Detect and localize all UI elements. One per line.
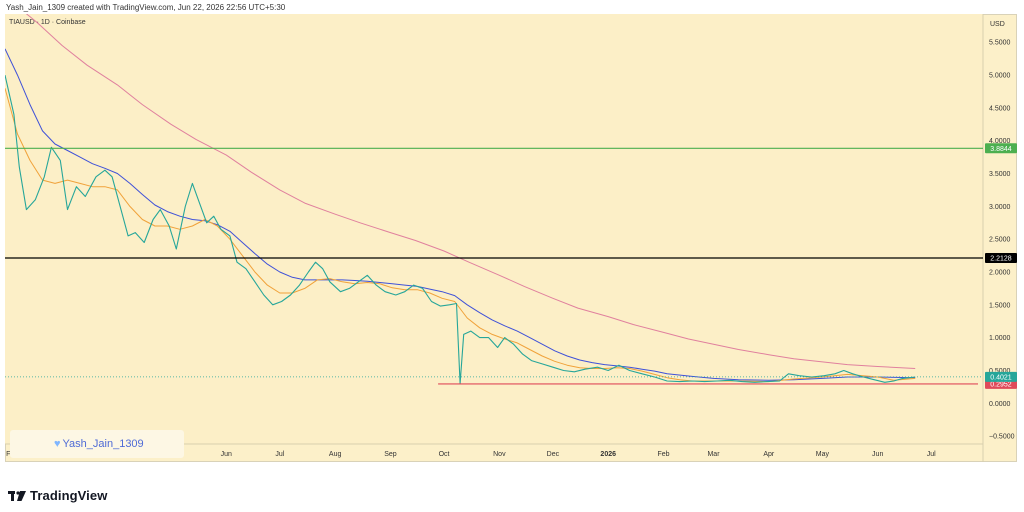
heart-icon: ♥ bbox=[54, 438, 61, 450]
current-price-tag bbox=[985, 371, 1017, 382]
chart-attribution: Yash_Jain_1309 created with TradingView.… bbox=[6, 3, 286, 12]
tradingview-logo[interactable]: TradingView bbox=[8, 488, 107, 503]
ma-slow-line bbox=[25, 14, 916, 369]
x-tick-label: Jul bbox=[275, 451, 284, 458]
y-tick-label: 4.5000 bbox=[989, 105, 1011, 112]
x-tick-label: Dec bbox=[547, 451, 560, 458]
x-tick-label: Jun bbox=[872, 451, 883, 458]
y-tick-label: 3.5000 bbox=[989, 171, 1011, 178]
y-tick-label: 5.5000 bbox=[989, 40, 1011, 47]
tradingview-wordmark: TradingView bbox=[30, 488, 108, 503]
level-tag-label: 2.2128 bbox=[990, 256, 1012, 263]
y-tick-label: 4.0000 bbox=[989, 138, 1011, 145]
y-tick-label: 1.5000 bbox=[989, 302, 1011, 309]
x-tick-label: Jun bbox=[221, 451, 232, 458]
x-tick-label: Feb bbox=[658, 451, 670, 458]
x-tick-label: Mar bbox=[707, 451, 720, 458]
x-tick-label: Sep bbox=[384, 451, 397, 458]
x-tick-label: 2026 bbox=[600, 451, 616, 458]
symbol-label: TIAUSD · 1D · Coinbase bbox=[9, 19, 86, 26]
author-watermark: ♥ Yash_Jain_1309 bbox=[10, 430, 184, 458]
level-tag bbox=[985, 253, 1017, 264]
author-name: Yash_Jain_1309 bbox=[62, 438, 144, 450]
x-tick-label: May bbox=[816, 451, 830, 458]
price-line bbox=[5, 74, 916, 385]
level-tag-label: 3.8844 bbox=[990, 146, 1012, 153]
current-price-label: 0.4021 bbox=[990, 374, 1012, 381]
level-tag-label: 0.2952 bbox=[990, 381, 1012, 388]
y-tick-label: 0.0000 bbox=[989, 401, 1011, 408]
y-tick-label: 2.0000 bbox=[989, 270, 1011, 277]
x-tick-label: Jul bbox=[927, 451, 936, 458]
price-chart[interactable]: TIAUSD · 1D · Coinbase USD 5.5000 5.0000 4.5… bbox=[5, 14, 1017, 462]
level-tag bbox=[985, 143, 1017, 154]
tradingview-logo-icon bbox=[8, 490, 26, 501]
x-tick-label: Apr bbox=[763, 451, 775, 458]
currency-label: USD bbox=[990, 21, 1005, 28]
y-tick-label: −0.5000 bbox=[989, 434, 1015, 441]
y-tick-label: 2.5000 bbox=[989, 237, 1011, 244]
plot-background bbox=[5, 14, 983, 444]
x-tick-label: Oct bbox=[439, 451, 450, 458]
y-tick-label: 1.0000 bbox=[989, 335, 1011, 342]
y-tick-label: 3.0000 bbox=[989, 204, 1011, 211]
ma-mid-line bbox=[5, 48, 916, 381]
x-tick-label: Nov bbox=[493, 451, 506, 458]
y-tick-label: 5.0000 bbox=[989, 73, 1011, 80]
x-tick-label: Aug bbox=[329, 451, 342, 458]
ma-fast-line bbox=[5, 88, 916, 383]
y-tick-label: 0.5000 bbox=[989, 368, 1011, 375]
